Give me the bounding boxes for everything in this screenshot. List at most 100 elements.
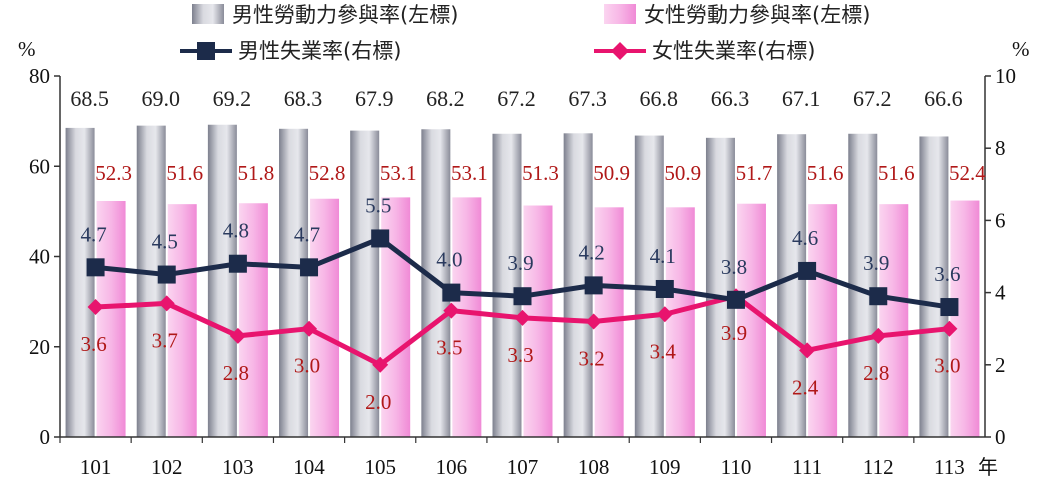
label-male-unemp-110: 3.8 (721, 255, 747, 279)
label-female-lfpr-111: 51.6 (807, 161, 844, 185)
marker-male-unemp-104 (300, 258, 319, 277)
left-axis-unit: % (18, 37, 36, 61)
marker-female-unemp-109 (656, 306, 673, 323)
bar-male-111 (777, 134, 807, 437)
marker-female-unemp-106 (443, 302, 460, 319)
bar-female-102 (167, 204, 197, 437)
label-female-unemp-105: 2.0 (365, 390, 391, 414)
label-female-lfpr-103: 51.8 (238, 161, 275, 185)
label-female-unemp-106: 3.5 (436, 336, 462, 360)
marker-female-unemp-112 (870, 327, 887, 344)
bar-male-103 (207, 124, 237, 438)
label-male-lfpr-102: 69.0 (141, 86, 180, 111)
legend-marker-female-unemp (611, 42, 629, 60)
label-female-unemp-102: 3.7 (152, 328, 178, 352)
label-female-unemp-104: 3.0 (294, 354, 320, 378)
right-tick-label-0: 0 (995, 425, 1006, 449)
marker-female-unemp-113 (941, 320, 958, 337)
bar-male-105 (350, 130, 380, 437)
bar-male-104 (279, 128, 309, 437)
label-female-unemp-107: 3.3 (507, 343, 533, 367)
marker-male-unemp-112 (869, 287, 888, 306)
label-male-lfpr-111: 67.1 (782, 86, 821, 111)
right-axis-unit: % (1012, 37, 1030, 61)
right-tick-label-5: 10 (995, 64, 1016, 88)
right-tick-label-3: 6 (995, 208, 1006, 232)
label-male-lfpr-107: 67.2 (497, 86, 536, 111)
label-female-lfpr-109: 50.9 (664, 161, 701, 185)
label-male-lfpr-104: 68.3 (284, 86, 323, 111)
marker-male-unemp-109 (655, 279, 674, 298)
x-tick-label-109: 109 (649, 455, 681, 479)
label-male-unemp-112: 3.9 (863, 251, 889, 275)
x-tick-label-110: 110 (721, 455, 752, 479)
legend-swatch-female-lfpr (604, 4, 636, 24)
marker-male-unemp-108 (584, 276, 603, 295)
bar-female-101 (96, 200, 126, 437)
legend-marker-male-unemp (197, 42, 215, 60)
marker-male-unemp-107 (513, 287, 532, 306)
label-female-unemp-111: 2.4 (792, 375, 819, 399)
label-female-unemp-112: 2.8 (863, 361, 889, 385)
legend-item-male-lfpr: 男性勞動力參與率(左標) (192, 3, 458, 27)
right-tick-label-2: 4 (995, 281, 1006, 305)
marker-male-unemp-110 (726, 290, 745, 309)
label-male-lfpr-106: 68.2 (426, 86, 465, 111)
label-female-lfpr-105: 53.1 (380, 161, 417, 185)
left-tick-label-2: 40 (29, 245, 50, 269)
bar-female-109 (665, 207, 695, 437)
bar-female-104 (310, 198, 340, 437)
bar-male-110 (705, 137, 735, 438)
x-tick-label-104: 104 (293, 455, 325, 479)
label-male-unemp-111: 4.6 (792, 226, 818, 250)
left-tick-label-4: 80 (29, 64, 50, 88)
legend: 男性勞動力參與率(左標) 女性勞動力參與率(左標) 男性失業率(右標) 女性失業… (180, 3, 870, 63)
label-female-unemp-110: 3.9 (721, 321, 747, 345)
bar-female-103 (238, 203, 268, 437)
marker-male-unemp-113 (940, 298, 959, 317)
label-female-lfpr-106: 53.1 (451, 161, 488, 185)
label-male-unemp-108: 4.2 (579, 240, 605, 264)
left-tick-label-3: 60 (29, 154, 50, 178)
label-male-unemp-103: 4.8 (223, 219, 249, 243)
marker-male-unemp-111 (798, 261, 817, 280)
x-tick-label-112: 112 (863, 455, 894, 479)
label-female-unemp-108: 3.2 (579, 346, 605, 370)
legend-label-male-lfpr: 男性勞動力參與率(左標) (232, 3, 458, 27)
x-tick-label-108: 108 (578, 455, 610, 479)
label-male-lfpr-110: 66.3 (711, 86, 750, 111)
label-male-unemp-104: 4.7 (294, 222, 320, 246)
label-female-lfpr-112: 51.6 (878, 161, 915, 185)
label-male-unemp-109: 4.1 (650, 244, 676, 268)
label-female-unemp-101: 3.6 (80, 332, 106, 356)
label-female-lfpr-113: 52.4 (949, 161, 986, 185)
right-tick-label-4: 8 (995, 136, 1006, 160)
legend-item-male-unemp: 男性失業率(右標) (180, 39, 401, 63)
label-male-unemp-105: 5.5 (365, 193, 391, 217)
marker-male-unemp-101 (86, 258, 105, 277)
marker-female-unemp-108 (585, 313, 602, 330)
x-tick-label-111: 111 (792, 455, 822, 479)
bar-female-113 (950, 200, 980, 437)
label-male-lfpr-101: 68.5 (70, 86, 109, 111)
x-tick-label-105: 105 (364, 455, 396, 479)
label-male-lfpr-109: 66.8 (640, 86, 679, 111)
label-male-unemp-107: 3.9 (507, 251, 533, 275)
label-male-lfpr-112: 67.2 (853, 86, 892, 111)
x-tick-label-102: 102 (151, 455, 183, 479)
marker-female-unemp-104 (301, 320, 318, 337)
legend-label-female-lfpr: 女性勞動力參與率(左標) (644, 3, 870, 27)
bar-female-110 (736, 203, 766, 437)
label-female-lfpr-108: 50.9 (593, 161, 630, 185)
label-male-lfpr-113: 66.6 (924, 86, 963, 111)
legend-swatch-male-lfpr (192, 4, 224, 24)
label-male-unemp-102: 4.5 (152, 230, 178, 254)
label-male-lfpr-103: 69.2 (213, 86, 252, 111)
marker-female-unemp-102 (158, 295, 175, 312)
marker-male-unemp-103 (228, 254, 247, 273)
label-female-lfpr-107: 51.3 (522, 161, 559, 185)
label-male-unemp-113: 3.6 (934, 262, 960, 286)
legend-item-female-unemp: 女性失業率(右標) (594, 39, 815, 63)
bar-female-106 (452, 197, 482, 437)
